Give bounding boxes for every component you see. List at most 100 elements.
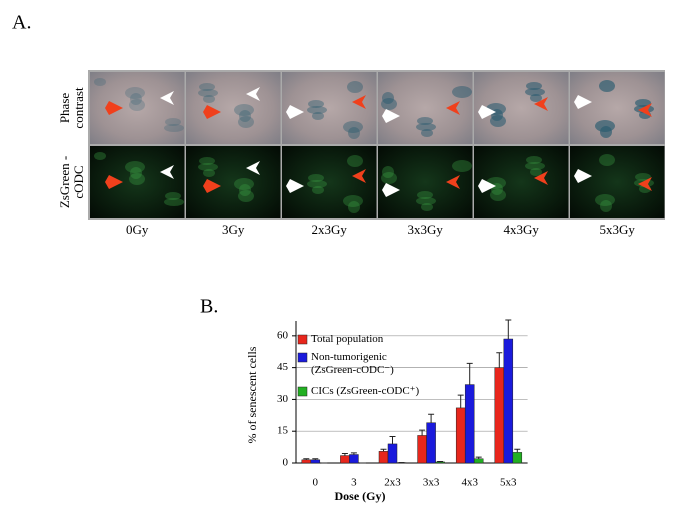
panel-label: A. (12, 12, 31, 34)
error-bar (303, 458, 310, 460)
arrowhead (286, 179, 304, 193)
y-tick-label: 30 (277, 393, 289, 405)
stained-cell (307, 106, 327, 114)
bar (340, 455, 350, 464)
green-spot (165, 192, 181, 200)
legend-label: CICs (ZsGreen-cODC⁺) (311, 385, 420, 397)
error-bar (428, 413, 435, 423)
stained-cell (312, 112, 324, 120)
legend-swatch (297, 334, 308, 345)
arrowhead (638, 177, 652, 191)
green-spot (130, 167, 142, 179)
micrograph (186, 72, 281, 144)
x-tick-label: 5x3 (500, 477, 517, 489)
green-spot (599, 154, 615, 166)
error-bar (496, 352, 503, 368)
stained-cell (239, 110, 251, 122)
arrowhead (352, 95, 366, 109)
arrowhead (446, 101, 460, 115)
arrowhead (160, 165, 174, 179)
error-bar (389, 436, 396, 444)
green-spot (421, 203, 433, 211)
stained-cell (525, 88, 545, 96)
legend-swatch (297, 352, 308, 363)
green-spot (199, 157, 215, 165)
arrowhead (382, 183, 400, 197)
stained-cell (164, 124, 184, 132)
arrowhead (105, 175, 123, 189)
stained-cell (130, 93, 142, 105)
green-spot (381, 172, 397, 184)
green-spot (343, 195, 363, 207)
x-tick-label: 3 (351, 477, 357, 489)
stained-cell (382, 92, 394, 104)
stained-cell (125, 87, 145, 99)
bar (512, 452, 523, 464)
x-tick-label: 3x3 (423, 477, 440, 489)
stained-cell (416, 123, 436, 131)
x-tick-label: 4x3 (461, 477, 478, 489)
green-spot (125, 161, 145, 173)
stained-cell (381, 98, 397, 110)
stained-cell (165, 118, 181, 126)
bar (417, 435, 427, 464)
green-spot (347, 155, 363, 167)
green-spot (238, 190, 254, 202)
micrograph (378, 146, 473, 218)
x-tick-label: 0 (313, 477, 319, 489)
stained-cell (421, 129, 433, 137)
stained-cell (308, 100, 324, 108)
stained-cell (129, 99, 145, 111)
image-tiles (90, 72, 665, 218)
error-bar (505, 319, 512, 340)
arrowhead (534, 97, 548, 111)
stained-cell (526, 82, 542, 90)
stained-cell (198, 89, 218, 97)
stained-cell (238, 116, 254, 128)
green-spot (525, 162, 545, 170)
bar (378, 451, 389, 464)
green-spot (417, 191, 433, 199)
arrowhead (534, 171, 548, 185)
x-tick-label: 2x3 (384, 477, 401, 489)
arrowhead (446, 175, 460, 189)
arrowhead (382, 109, 400, 123)
x-axis-label: Dose (Gy) (335, 489, 386, 503)
bar (426, 422, 436, 464)
stained-cell (234, 104, 254, 116)
micrograph (378, 72, 473, 144)
row-label: ZsGreen -cODC (57, 155, 86, 209)
bar (455, 407, 466, 464)
error-bar (419, 429, 426, 436)
bar (464, 384, 475, 464)
green-spot (307, 180, 327, 188)
row-label: Phase contrast (57, 87, 86, 129)
micrograph (282, 72, 377, 144)
error-bar (380, 448, 387, 452)
arrowhead (105, 101, 123, 115)
bar (473, 458, 484, 464)
stained-cell (599, 80, 615, 92)
arrowhead (286, 105, 304, 119)
y-tick-label: 45 (277, 361, 289, 373)
green-spot (164, 198, 184, 206)
arrowhead (203, 179, 221, 193)
arrowhead (478, 179, 496, 193)
stained-cell (452, 86, 472, 98)
arrowhead (246, 161, 260, 175)
green-spot (530, 168, 542, 176)
stained-cell (199, 83, 215, 91)
column-label: 0Gy (126, 222, 149, 237)
y-tick-label: 60 (277, 329, 289, 341)
arrowhead (203, 105, 221, 119)
micrograph (186, 146, 281, 218)
green-spot (312, 186, 324, 194)
error-bar (350, 452, 357, 455)
stained-cell (595, 120, 615, 132)
y-tick-label: 0 (283, 457, 289, 469)
green-spot (382, 166, 394, 178)
error-bar (312, 458, 319, 460)
y-tick-label: 15 (277, 425, 289, 437)
